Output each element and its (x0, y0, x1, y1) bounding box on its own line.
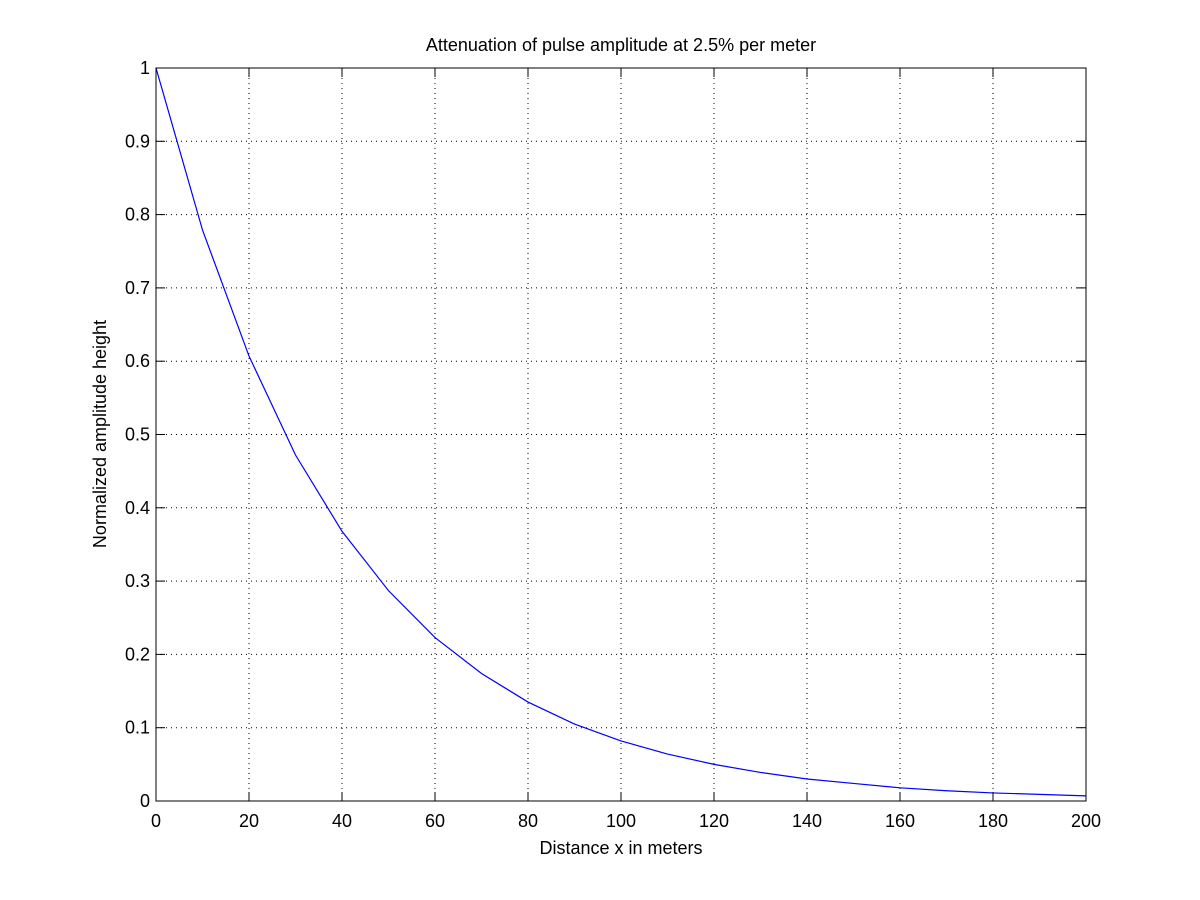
x-tick-label: 180 (978, 811, 1008, 831)
x-tick-label: 40 (332, 811, 352, 831)
series-line (155, 67, 1087, 797)
y-tick-label: 1 (140, 58, 150, 78)
grid-lines (156, 68, 1086, 801)
series-layer (155, 67, 1087, 797)
y-tick-label: 0.3 (125, 571, 150, 591)
x-tick-label: 120 (699, 811, 729, 831)
x-tick-label: 140 (792, 811, 822, 831)
chart-title: Attenuation of pulse amplitude at 2.5% p… (426, 35, 816, 55)
x-tick-label: 160 (885, 811, 915, 831)
x-tick-label: 60 (425, 811, 445, 831)
x-axis-label: Distance x in meters (539, 838, 702, 858)
y-tick-label: 0.2 (125, 644, 150, 664)
y-tick-label: 0.7 (125, 278, 150, 298)
x-tick-labels: 0 20 40 60 80 100 120 140 160 180 200 (151, 811, 1101, 831)
y-tick-label: 0.6 (125, 351, 150, 371)
x-tick-label: 80 (518, 811, 538, 831)
y-tick-label: 0.4 (125, 498, 150, 518)
x-tick-label: 0 (151, 811, 161, 831)
y-tick-labels: 0 0.1 0.2 0.3 0.4 0.5 0.6 0.7 0.8 0.9 1 (125, 58, 150, 811)
y-tick-label: 0.1 (125, 718, 150, 738)
y-tick-label: 0 (140, 791, 150, 811)
x-tick-label: 20 (239, 811, 259, 831)
y-tick-label: 0.8 (125, 205, 150, 225)
y-tick-label: 0.5 (125, 425, 150, 445)
x-tick-label: 200 (1071, 811, 1101, 831)
y-axis-label: Normalized amplitude height (90, 320, 110, 548)
x-tick-label: 100 (606, 811, 636, 831)
tick-marks (155, 67, 1087, 802)
y-tick-label: 0.9 (125, 131, 150, 151)
